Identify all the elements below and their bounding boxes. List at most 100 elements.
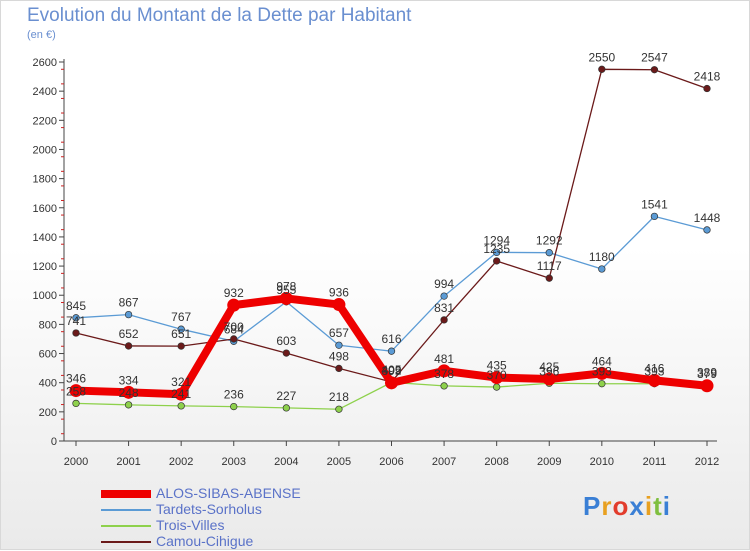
data-label: 684 <box>224 322 244 336</box>
data-point-3 <box>335 364 343 373</box>
chart-subtitle: (en €) <box>27 29 56 41</box>
data-label: 936 <box>329 286 349 300</box>
data-point-2 <box>72 399 80 408</box>
data-point-0 <box>700 379 714 393</box>
data-label: 2418 <box>694 70 721 84</box>
y-tick-label: 2600 <box>33 57 57 69</box>
data-point-0 <box>174 387 188 401</box>
data-point-0 <box>69 384 83 398</box>
y-tick-label: 1200 <box>33 261 57 273</box>
x-tick-label: 2012 <box>695 456 719 468</box>
data-point-1 <box>177 325 185 333</box>
data-label: 1294 <box>483 233 510 247</box>
data-point-3 <box>177 342 185 350</box>
x-tick-label: 2001 <box>116 456 140 468</box>
data-point-3 <box>230 335 238 343</box>
logo-letter: x <box>629 491 645 521</box>
data-point-2 <box>493 383 501 391</box>
data-point-0 <box>332 298 346 312</box>
data-label: 616 <box>381 332 401 346</box>
data-point-3 <box>598 65 606 73</box>
legend-swatch <box>101 490 151 498</box>
data-label: 218 <box>329 390 349 404</box>
data-label: 1448 <box>694 211 721 225</box>
data-point-0 <box>122 385 136 399</box>
data-label: 1235 <box>483 242 510 256</box>
data-label: 402 <box>381 363 401 377</box>
data-point-2 <box>124 401 133 409</box>
data-point-1 <box>545 249 553 257</box>
data-point-1 <box>598 265 606 273</box>
data-label: 767 <box>171 310 191 324</box>
data-label: 321 <box>171 375 191 389</box>
data-label: 378 <box>434 367 454 381</box>
data-label: 334 <box>119 373 139 387</box>
data-point-3 <box>124 342 133 350</box>
data-label: 393 <box>592 365 612 379</box>
proxiti-logo: Proxiti <box>583 491 671 522</box>
data-point-3 <box>650 66 659 74</box>
data-point-1 <box>440 292 448 300</box>
data-point-3 <box>440 316 448 324</box>
data-label: 651 <box>171 327 191 341</box>
data-point-1 <box>124 310 133 319</box>
data-label: 1180 <box>589 250 615 264</box>
data-point-0 <box>595 366 609 380</box>
data-label: 700 <box>224 320 244 334</box>
logo-letter: i <box>662 491 671 521</box>
data-label: 346 <box>66 372 86 386</box>
legend-label: Camou-Cihigue <box>156 533 254 549</box>
x-tick-label: 2008 <box>484 456 508 468</box>
data-point-3 <box>282 349 290 357</box>
y-tick-label: 2000 <box>33 144 57 156</box>
y-tick-label: 1400 <box>33 232 57 244</box>
data-label: 2547 <box>641 51 668 65</box>
data-label: 435 <box>487 359 507 373</box>
x-tick-label: 2002 <box>169 456 193 468</box>
data-point-0 <box>647 373 661 387</box>
x-tick-label: 2011 <box>643 456 667 468</box>
data-label: 741 <box>66 314 86 328</box>
data-point-2 <box>598 380 606 388</box>
data-label: 994 <box>434 277 454 291</box>
data-point-2 <box>230 402 238 411</box>
y-tick-label: 400 <box>39 378 57 390</box>
logo-letter: r <box>601 491 613 521</box>
data-point-0 <box>385 376 398 390</box>
data-point-3 <box>545 274 553 282</box>
data-label: 845 <box>66 299 86 313</box>
data-label: 396 <box>539 364 559 378</box>
data-label: 416 <box>644 361 664 375</box>
data-label: 481 <box>434 352 454 366</box>
legend-swatch <box>101 541 151 543</box>
data-point-2 <box>335 405 343 413</box>
x-tick-label: 2010 <box>590 456 614 468</box>
data-point-1 <box>387 347 396 355</box>
data-label: 932 <box>224 286 244 300</box>
data-label: 955 <box>276 283 296 297</box>
legend-label: Trois-Villes <box>156 517 225 533</box>
legend-swatch <box>101 509 151 511</box>
y-tick-label: 200 <box>39 407 57 419</box>
legend-label: ALOS-SIBAS-ABENSE <box>156 485 301 501</box>
chart-title: Evolution du Montant de la Dette par Hab… <box>27 5 412 26</box>
data-label: 379 <box>697 367 717 381</box>
x-tick-label: 2005 <box>327 456 351 468</box>
y-tick-label: 2200 <box>33 115 57 127</box>
x-tick-label: 2006 <box>379 456 403 468</box>
data-label: 1117 <box>537 259 562 273</box>
x-tick-label: 2000 <box>64 456 88 468</box>
data-point-1 <box>703 226 711 234</box>
y-tick-label: 600 <box>39 349 57 361</box>
legend-label: Tardets-Sorholus <box>156 501 262 517</box>
logo-letter: o <box>612 491 630 521</box>
data-label: 1541 <box>641 197 668 211</box>
y-tick-label: 1800 <box>33 174 57 186</box>
data-label: 1292 <box>536 234 563 248</box>
data-label: 236 <box>224 388 244 402</box>
data-label: 603 <box>276 334 296 348</box>
data-label: 652 <box>119 327 139 341</box>
data-point-1 <box>650 212 659 221</box>
